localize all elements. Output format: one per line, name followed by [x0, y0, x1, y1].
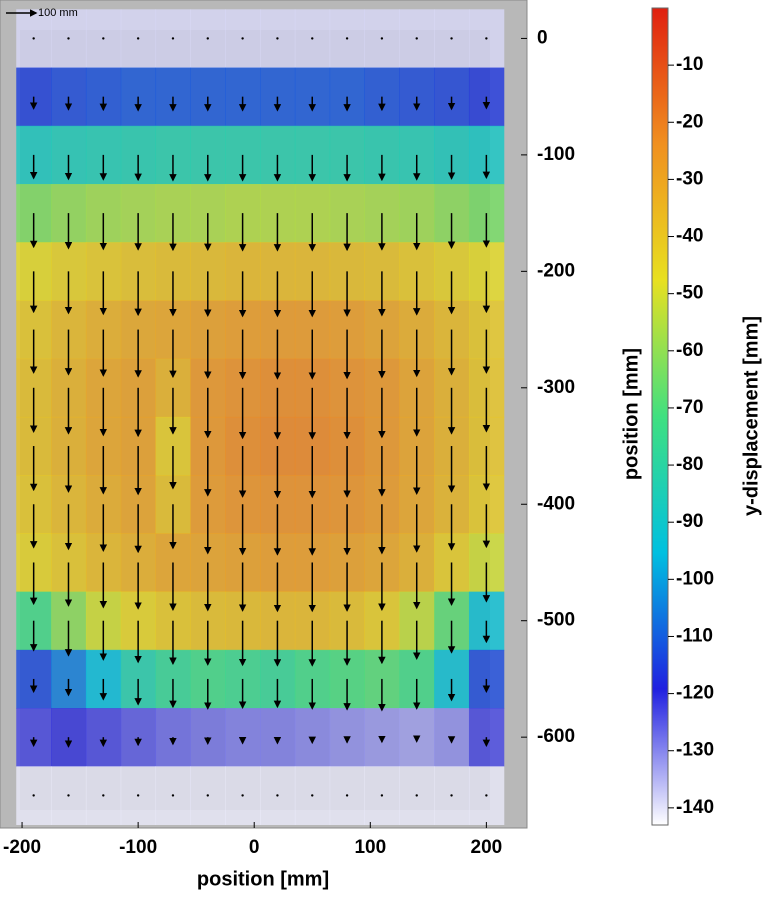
vector-dot [415, 794, 418, 797]
colorbar-tick-label: -90 [676, 511, 703, 532]
vector-dot [136, 37, 140, 40]
vector-dot [450, 794, 453, 797]
vector-dot [241, 794, 244, 797]
vector-dot [485, 794, 488, 797]
x-tick-label: -100 [119, 837, 157, 858]
colorbar-tick-label: -110 [676, 625, 713, 646]
x-tick-label: 200 [471, 837, 503, 858]
vector-dot [345, 37, 349, 40]
y-tick-label: -500 [537, 610, 575, 631]
vector-dot [311, 37, 314, 40]
vector-dot [171, 794, 175, 797]
vector-dot [345, 794, 349, 797]
scale-label: 100 mm [38, 7, 78, 19]
vector-dot [32, 37, 35, 40]
colorbar-tick-label: -120 [676, 683, 714, 704]
vector-dot [206, 37, 209, 40]
vector-dot [136, 794, 140, 797]
colorbar-tick-label: -50 [676, 283, 703, 304]
colorbar-label: y-displacement [mm] [740, 316, 762, 516]
colorbar-tick-label: -70 [676, 397, 703, 418]
y-tick-label: 0 [537, 27, 548, 48]
vector-dot [241, 37, 244, 40]
vector-dot [102, 794, 105, 797]
colorbar-tick-label: -130 [676, 740, 714, 761]
vector-dot [206, 794, 209, 797]
colorbar-tick-label: -100 [676, 568, 714, 589]
x-axis-label: position [mm] [197, 868, 329, 890]
vector-dot [450, 37, 453, 40]
vector-dot [485, 37, 488, 40]
vector-dot [311, 794, 314, 797]
colorbar-tick-label: -80 [676, 454, 703, 475]
y-tick-label: -600 [537, 726, 575, 747]
y-axis-label: position [mm] [620, 348, 642, 480]
x-tick-label: 100 [354, 837, 386, 858]
vector-dot [67, 794, 70, 797]
y-tick-label: -200 [537, 260, 575, 281]
vector-dot [102, 37, 105, 40]
y-tick-label: -100 [537, 144, 575, 165]
y-tick-label: -400 [537, 493, 575, 514]
colorbar-tick-label: -140 [676, 797, 714, 818]
colorbar-tick-label: -20 [676, 111, 703, 132]
vector-dot [276, 794, 279, 797]
colorbar-tick-label: -60 [676, 340, 703, 361]
vector-dot [415, 37, 418, 40]
vector-dot [32, 794, 35, 797]
x-tick-label: 0 [249, 837, 260, 858]
vector-dot [276, 37, 279, 40]
colorbar-tick-label: -30 [676, 168, 703, 189]
vector-dot [171, 37, 175, 40]
colorbar-tick-label: -10 [676, 54, 703, 75]
x-tick-label: -200 [3, 837, 41, 858]
y-tick-label: -300 [537, 377, 575, 398]
vector-dot [380, 794, 384, 797]
plot-frame [0, 0, 528, 829]
vector-dot [67, 37, 70, 40]
colorbar-tick-label: -40 [676, 226, 703, 247]
colorbar [651, 7, 669, 826]
vector-dot [380, 37, 384, 40]
